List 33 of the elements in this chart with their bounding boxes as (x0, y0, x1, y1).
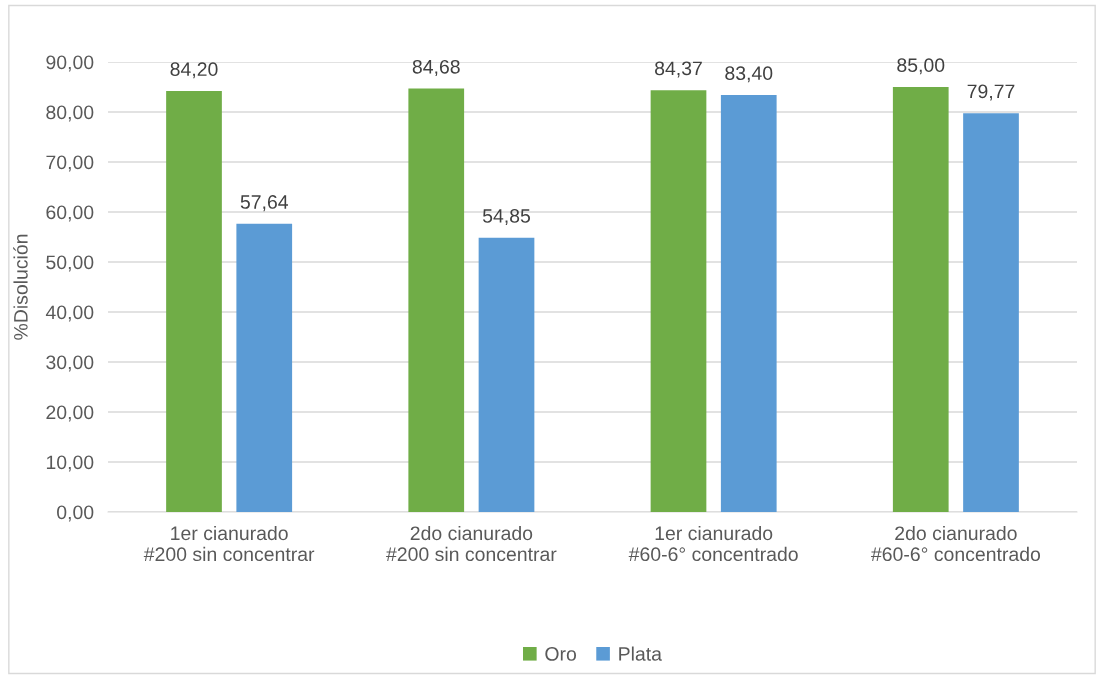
data-label: 84,68 (412, 59, 460, 76)
x-tick-label: 2do cianurado #200 sin concentrar (386, 525, 557, 562)
bar (892, 87, 949, 512)
y-tick-label: 30,00 (46, 355, 94, 372)
legend-label: Plata (619, 646, 662, 661)
bar (963, 113, 1019, 512)
bar (166, 91, 222, 512)
bar (236, 223, 293, 512)
bar (478, 237, 535, 512)
y-tick-label: 10,00 (46, 455, 94, 472)
y-tick-label: 40,00 (45, 305, 94, 322)
x-tick-label: 1er cianurado #200 sin concentrar (143, 525, 315, 562)
data-label: 79,77 (967, 84, 1015, 101)
data-label: 84,20 (170, 62, 218, 79)
y-tick-label: 50,00 (46, 255, 94, 272)
legend-label: Oro (545, 647, 577, 661)
y-tick-label: 0,00 (57, 505, 94, 522)
bar (720, 95, 777, 512)
y-tick-label: 60,00 (46, 205, 94, 222)
y-tick-label: 80,00 (46, 105, 94, 122)
data-label: 57,64 (240, 195, 289, 212)
data-label: 83,40 (725, 66, 773, 83)
x-tick-label: 1er cianurado #60-6° concentrado (628, 525, 798, 562)
bar (408, 88, 465, 512)
y-axis-title: %Disolución (13, 234, 28, 340)
data-label: 84,37 (655, 61, 702, 78)
y-tick-label: 70,00 (46, 155, 94, 172)
y-tick-label: 20,00 (46, 405, 94, 422)
x-tick-label: 2do cianurado #60-6° concentrado (871, 525, 1041, 562)
y-tick-label: 90,00 (46, 55, 94, 72)
data-label: 85,00 (897, 58, 945, 75)
data-label: 54,85 (482, 209, 531, 226)
bar (650, 90, 707, 512)
